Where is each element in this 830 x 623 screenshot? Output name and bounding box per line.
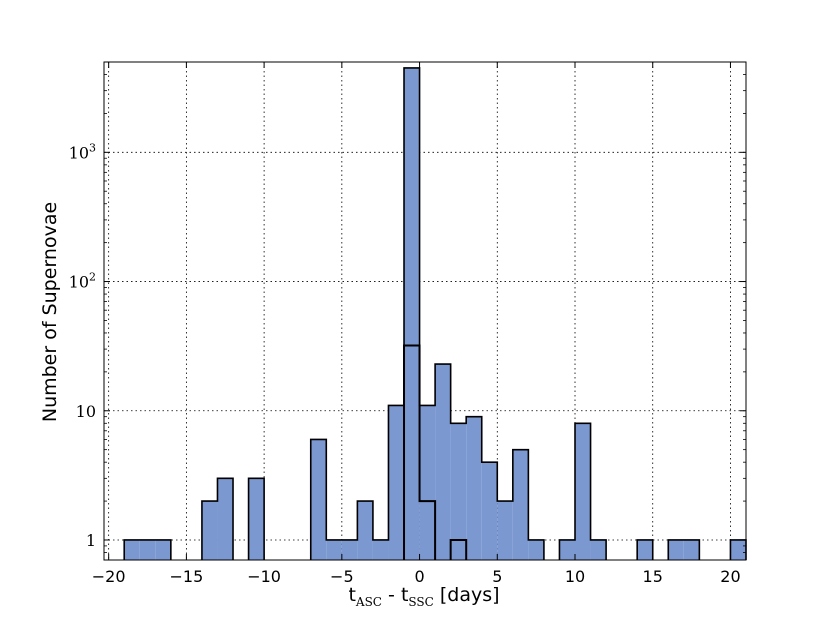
histogram-bar	[497, 501, 513, 560]
histogram-bar	[404, 67, 420, 560]
histogram-bar	[683, 539, 700, 560]
x-tick-label: 20	[720, 567, 740, 586]
x-axis-title-suffix: [days]	[434, 584, 500, 606]
histogram-bar	[575, 423, 591, 560]
histogram-bar	[372, 539, 389, 560]
histogram-bar	[730, 539, 746, 560]
histogram-bar	[481, 462, 498, 560]
histogram-bar	[419, 405, 436, 560]
x-tick-label: 5	[492, 567, 502, 586]
x-tick-label: −5	[330, 567, 354, 586]
x-tick-label: −15	[170, 567, 204, 586]
histogram-bar	[590, 539, 607, 560]
x-tick-label: 10	[565, 567, 585, 586]
x-tick-label: −10	[247, 567, 281, 586]
histogram-bar	[466, 416, 482, 560]
histogram-bar	[637, 539, 653, 560]
y-tick-label: 10	[76, 402, 96, 421]
step-histogram	[403, 344, 468, 560]
histogram-bar	[528, 539, 544, 560]
histogram-bar	[559, 539, 576, 560]
x-axis-title-base1: t	[348, 584, 355, 606]
histogram-bar	[310, 439, 327, 560]
histogram-bar	[217, 478, 234, 560]
histogram-bar	[668, 539, 684, 560]
histogram-bar	[139, 539, 156, 560]
histogram-bar	[450, 423, 467, 560]
histogram-bar	[124, 539, 140, 560]
histogram-outline	[123, 67, 747, 560]
x-tick-label: −20	[92, 567, 126, 586]
y-axis-title: Number of Supernovae	[39, 202, 61, 422]
y-tick-label: 1	[86, 531, 96, 550]
histogram-bar	[326, 539, 342, 560]
histogram-bar	[435, 364, 451, 560]
y-tick-label: 103	[69, 141, 96, 162]
step-layer	[403, 344, 468, 560]
x-axis-title-sub2: SSC	[408, 595, 433, 609]
x-axis-title-sep: -	[382, 584, 401, 606]
x-tick-label: 15	[643, 567, 663, 586]
x-axis-title-sub1: ASC	[355, 595, 382, 609]
histogram-bar	[201, 501, 218, 560]
bars-layer	[123, 67, 747, 560]
histogram-bar	[388, 405, 405, 560]
ticks-layer: −20 −15 −10 −5 0 5 10 15 20 1 10 102 103	[69, 62, 746, 586]
x-axis-title: tASC - tSSC [days]	[348, 584, 499, 609]
histogram-bar	[357, 501, 373, 560]
plot-frame	[103, 61, 747, 561]
x-tick-label: 0	[414, 567, 424, 586]
histogram-bar	[341, 539, 358, 560]
histogram-bar	[248, 478, 265, 560]
y-tick-label: 102	[69, 271, 96, 292]
x-axis-title-base2: t	[401, 584, 408, 606]
histogram-bar	[512, 449, 529, 560]
histogram-bar	[155, 539, 171, 560]
